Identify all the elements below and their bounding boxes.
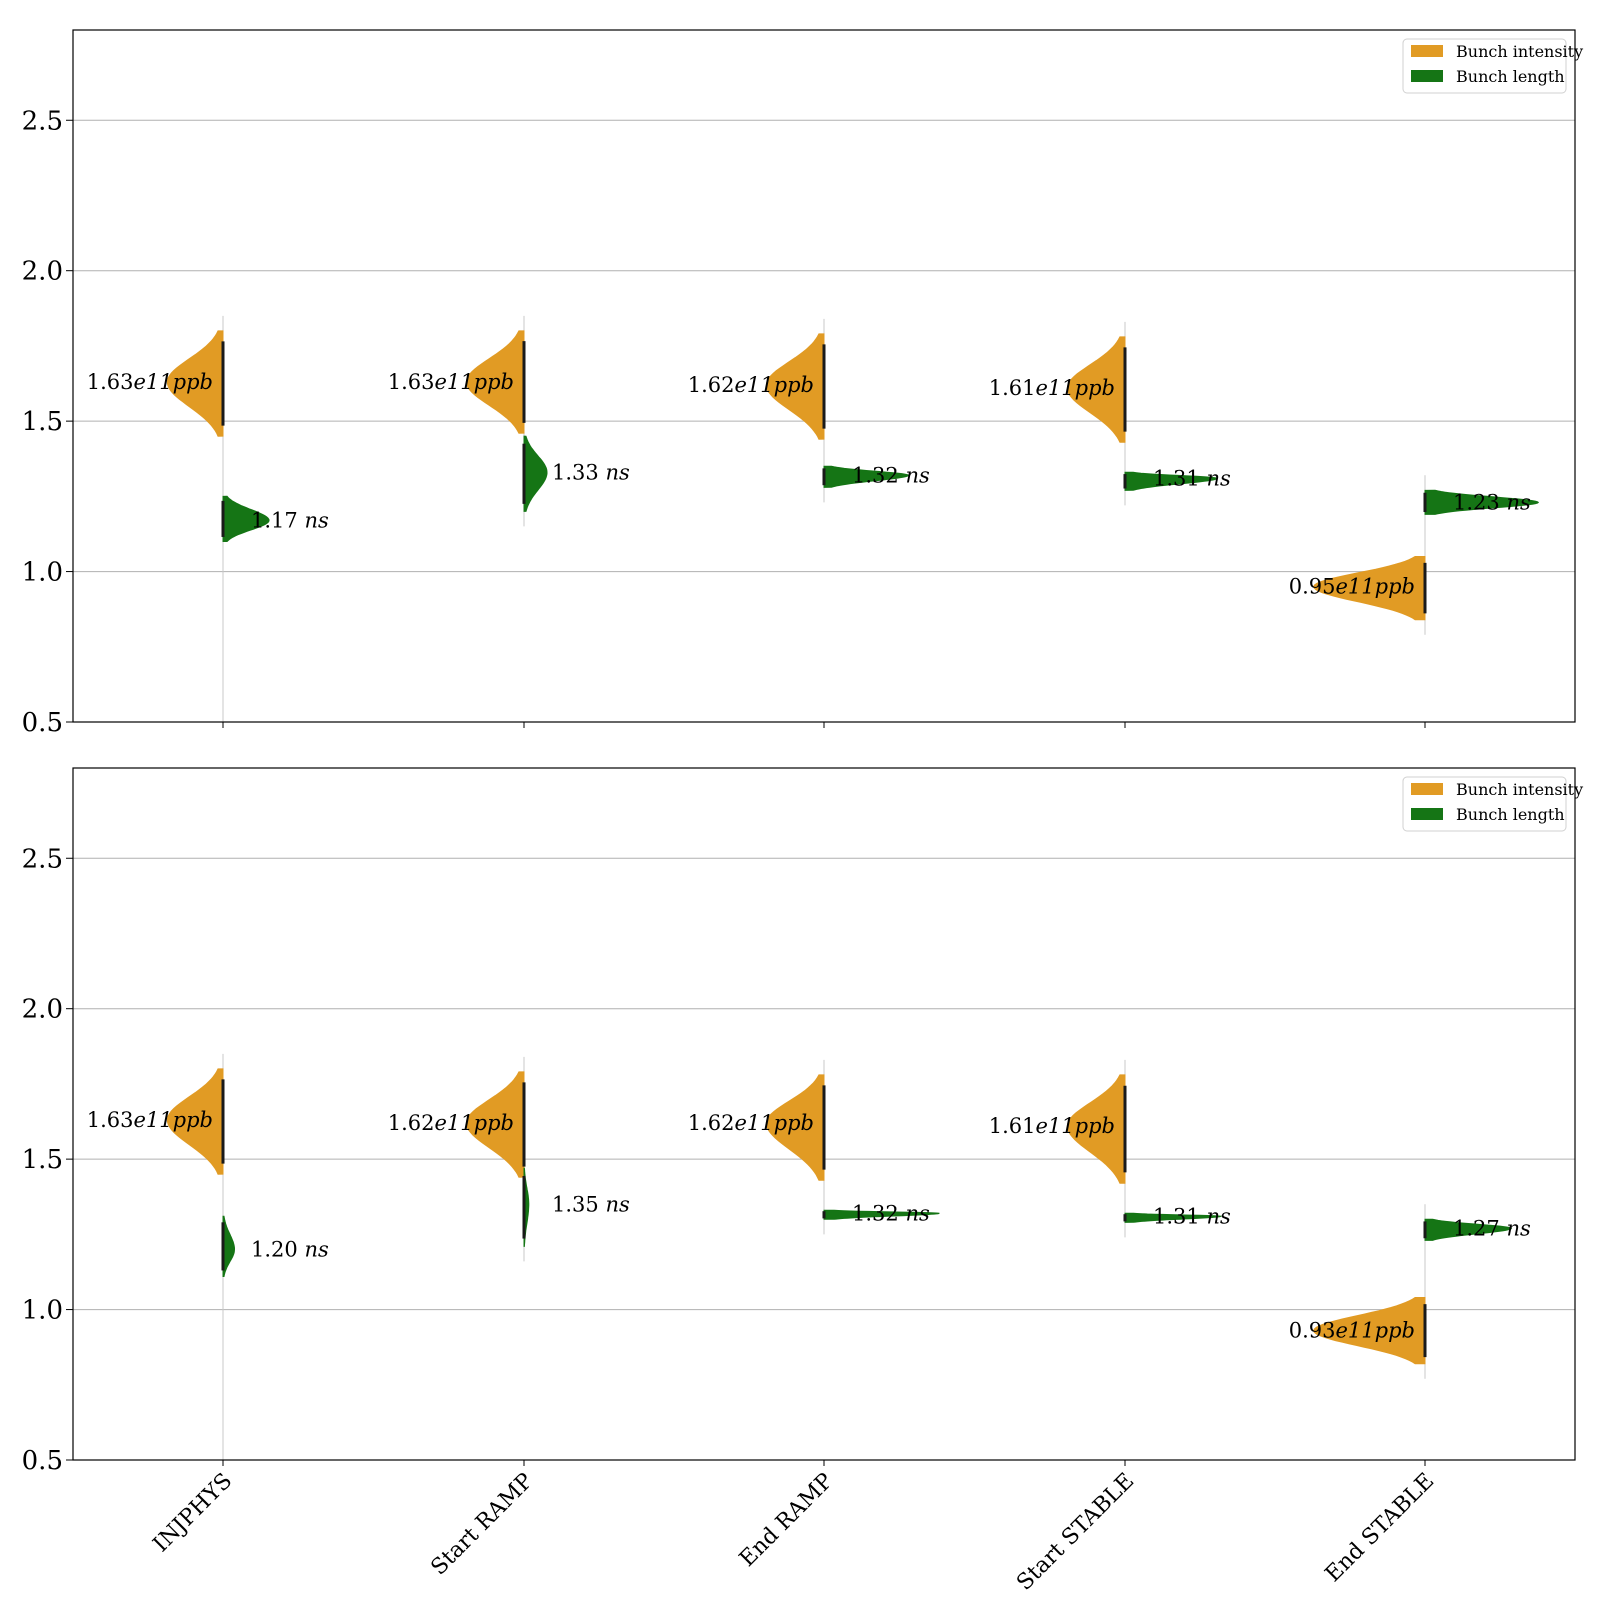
intensity-label-1: 1.63e11ppb bbox=[87, 370, 213, 394]
length-violin-3 bbox=[823, 1209, 940, 1220]
intensity-violin-4 bbox=[1067, 336, 1126, 443]
y-tick-label: 0.5 bbox=[22, 708, 63, 738]
y-tick-label: 1.5 bbox=[22, 1145, 63, 1175]
length-violin-1 bbox=[222, 495, 270, 543]
panel-1: 0.5 1.0 1.5 2.0 2.5 1.63e11ppb 1.17 ns 1.63e11p… bbox=[22, 29, 1583, 738]
intensity-label-1: 1.63e11ppb bbox=[87, 1108, 213, 1132]
y-tick-label: 1.5 bbox=[22, 407, 63, 437]
axes-frame bbox=[72, 767, 1576, 1461]
length-violin-3 bbox=[823, 465, 910, 488]
length-violin-4 bbox=[1124, 471, 1218, 491]
intensity-violin-3 bbox=[765, 1074, 825, 1181]
x-tick-label: End RAMP bbox=[735, 1468, 838, 1571]
x-tick-label: End STABLE bbox=[1321, 1469, 1439, 1587]
intensity-label-3: 1.62e11ppb bbox=[688, 1111, 814, 1135]
intensity-violin-1 bbox=[166, 1068, 224, 1175]
intensity-violin-3 bbox=[766, 333, 825, 440]
length-label-2: 1.33 ns bbox=[552, 460, 630, 484]
length-label-5: 1.23 ns bbox=[1453, 490, 1531, 514]
legend: Bunch intensity Bunch length bbox=[1402, 38, 1583, 94]
legend-swatch-intensity bbox=[1411, 45, 1443, 57]
length-label-1: 1.17 ns bbox=[251, 508, 329, 532]
legend-label-intensity: Bunch intensity bbox=[1456, 42, 1583, 61]
intensity-label-2: 1.63e11ppb bbox=[388, 370, 514, 394]
legend: Bunch intensity Bunch length bbox=[1402, 776, 1583, 832]
intensity-label-4: 1.61e11ppb bbox=[989, 376, 1115, 400]
length-label-5: 1.27 ns bbox=[1453, 1216, 1531, 1240]
legend-label-length: Bunch length bbox=[1456, 67, 1565, 86]
legend-swatch-length bbox=[1411, 70, 1443, 82]
intensity-violin-2 bbox=[466, 1071, 525, 1178]
legend-box bbox=[1402, 776, 1567, 832]
x-tick-label: Start RAMP bbox=[426, 1468, 538, 1580]
length-label-4: 1.31 ns bbox=[1153, 1204, 1231, 1228]
intensity-label-5: 0.93e11ppb bbox=[1289, 1319, 1415, 1343]
x-tick-label: INJPHYS bbox=[149, 1469, 238, 1558]
panel-2: 0.5 1.0 1.5 2.0 2.5 1.63e11ppb 1.20 ns 1.62e11p… bbox=[22, 767, 1583, 1476]
length-label-3: 1.32 ns bbox=[852, 1201, 930, 1225]
length-label-3: 1.32 ns bbox=[852, 463, 930, 487]
legend-swatch-intensity bbox=[1411, 783, 1443, 795]
intensity-label-4: 1.61e11ppb bbox=[989, 1114, 1115, 1138]
y-tick-label: 2.0 bbox=[22, 995, 63, 1025]
length-label-1: 1.20 ns bbox=[251, 1237, 329, 1261]
legend-label-intensity: Bunch intensity bbox=[1456, 780, 1583, 799]
length-violin-5 bbox=[1424, 489, 1540, 515]
length-label-2: 1.35 ns bbox=[552, 1192, 630, 1216]
length-violin-1 bbox=[222, 1215, 235, 1278]
intensity-label-2: 1.62e11ppb bbox=[388, 1111, 514, 1135]
y-tick-label: 1.0 bbox=[22, 1296, 63, 1326]
intensity-label-5: 0.95e11ppb bbox=[1289, 575, 1415, 599]
length-violin-5 bbox=[1424, 1218, 1513, 1241]
y-tick-label: 1.0 bbox=[22, 558, 63, 588]
y-tick-label: 2.5 bbox=[22, 844, 63, 874]
intensity-violin-5 bbox=[1313, 555, 1426, 621]
length-violin-4 bbox=[1124, 1212, 1222, 1223]
intensity-violin-5 bbox=[1313, 1296, 1426, 1365]
x-tick-label: Start STABLE bbox=[1012, 1469, 1139, 1596]
intensity-label-3: 1.62e11ppb bbox=[688, 373, 814, 397]
legend-box bbox=[1402, 38, 1567, 94]
intensity-violin-2 bbox=[465, 330, 525, 434]
legend-swatch-length bbox=[1411, 808, 1443, 820]
y-tick-label: 2.5 bbox=[22, 106, 63, 136]
length-label-4: 1.31 ns bbox=[1153, 466, 1231, 490]
intensity-violin-1 bbox=[166, 330, 224, 437]
axes-frame bbox=[72, 29, 1576, 723]
y-tick-label: 0.5 bbox=[22, 1446, 63, 1476]
length-violin-2 bbox=[523, 435, 548, 512]
legend-label-length: Bunch length bbox=[1456, 805, 1565, 824]
intensity-violin-4 bbox=[1066, 1074, 1126, 1184]
y-tick-label: 2.0 bbox=[22, 257, 63, 287]
